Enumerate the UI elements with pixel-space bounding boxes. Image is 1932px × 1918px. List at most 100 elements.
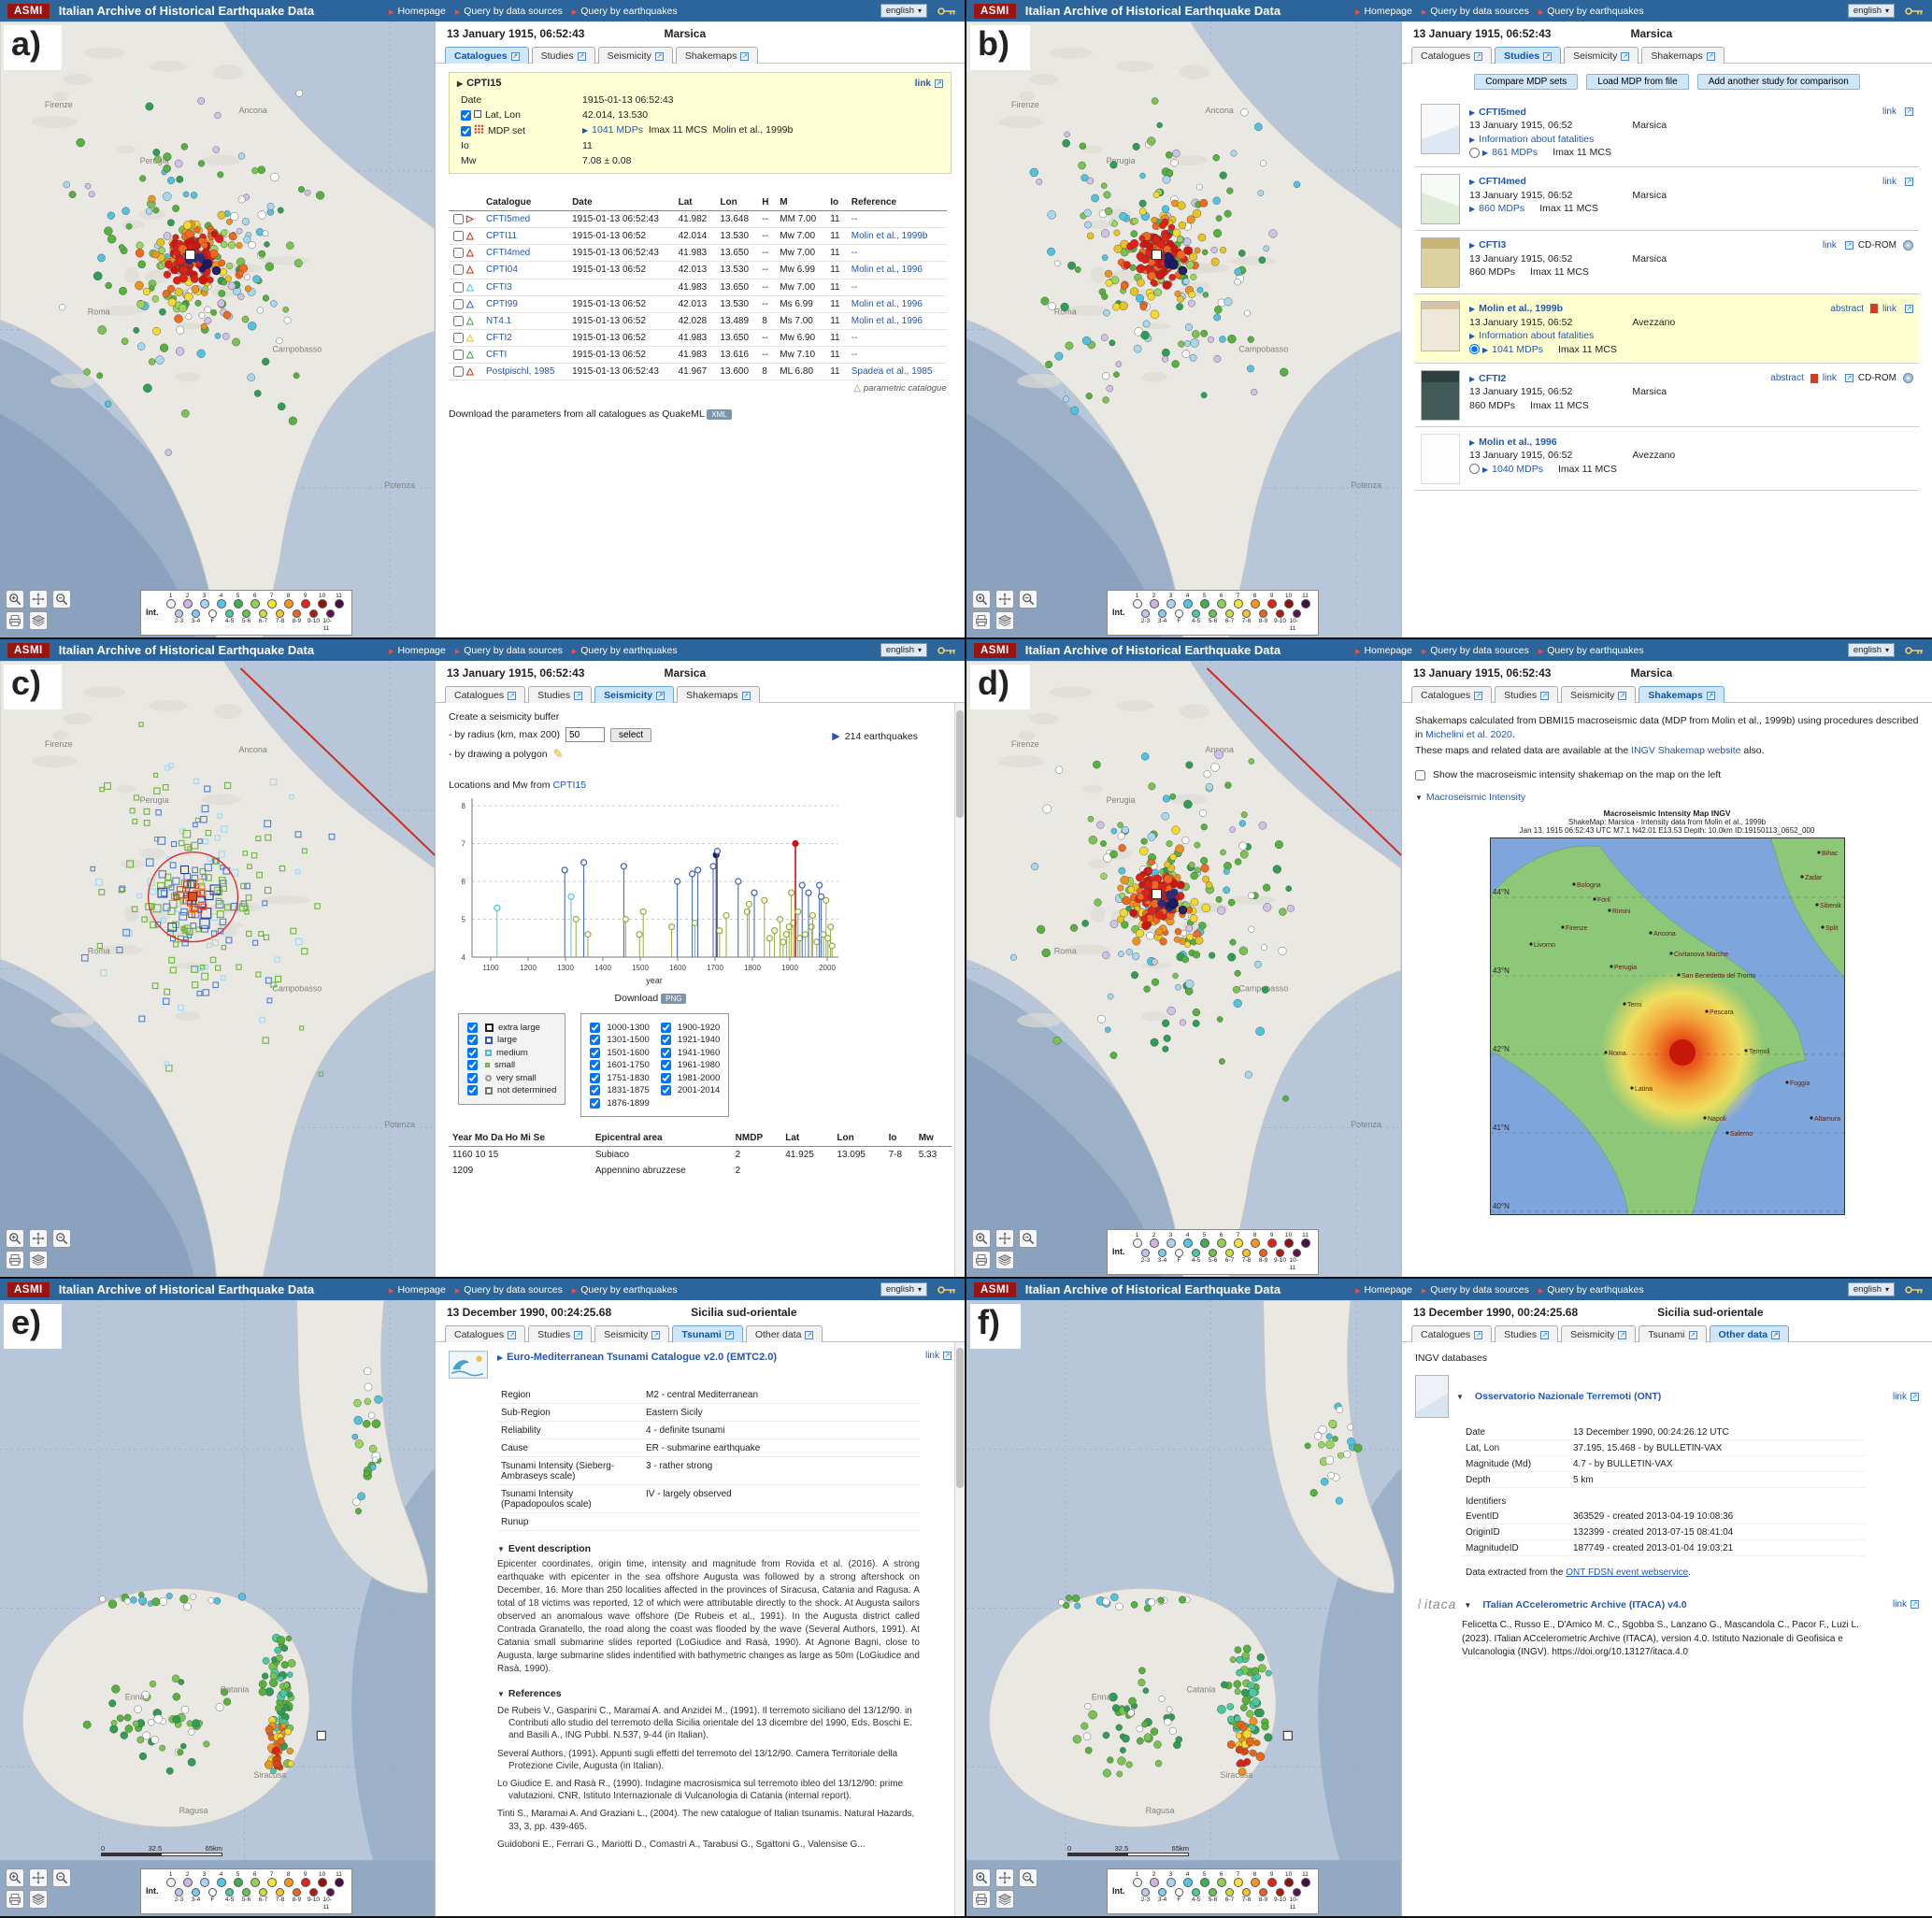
nav-homepage[interactable]: Homepage — [389, 645, 445, 656]
zoom-in-button[interactable] — [6, 1229, 24, 1248]
zoom-out-button[interactable] — [1019, 1229, 1038, 1248]
earthquake-map[interactable]: Firenze Ancona Perugia Roma Campobasso Potenz… — [0, 21, 435, 637]
tab-catalogues[interactable]: Catalogues — [1411, 686, 1493, 703]
earthquake-map[interactable]: Firenze Ancona Perugia Roma Campobasso Potenz… — [966, 21, 1401, 637]
tab-seismicity[interactable]: Seismicity — [594, 686, 675, 703]
print-button[interactable] — [6, 1251, 24, 1269]
map-c[interactable]: Firenze Ancona Perugia Roma Campobasso Potenz… — [0, 661, 436, 1277]
print-button[interactable] — [972, 1890, 991, 1909]
asmi-logo[interactable]: ASMI — [974, 642, 1016, 658]
nav-query-earthquakes[interactable]: Query by earthquakes — [1538, 645, 1643, 656]
print-button[interactable] — [972, 611, 991, 630]
map-d[interactable]: FirenzeAnconaPerugiaRomaCampobassoPotenz… — [966, 661, 1402, 1277]
fatalities-link[interactable]: Information about fatalities — [1479, 330, 1595, 341]
pan-control[interactable] — [29, 1868, 48, 1887]
catalogue-row-checkbox[interactable] — [453, 298, 464, 309]
language-select[interactable]: english — [1847, 643, 1895, 657]
mdp-select-radio[interactable] — [1469, 147, 1480, 158]
compare-mdp-button[interactable]: Compare MDP sets — [1474, 74, 1579, 90]
catalogue-row-checkbox[interactable] — [453, 248, 464, 259]
mdp-toggle[interactable] — [461, 125, 471, 136]
zoom-in-button[interactable] — [972, 590, 991, 608]
layers-button[interactable] — [995, 1890, 1014, 1909]
select-button[interactable]: select — [610, 727, 652, 742]
tab-catalogues[interactable]: Catalogues — [1411, 1325, 1493, 1342]
add-study-button[interactable]: Add another study for comparison — [1696, 74, 1860, 90]
scrollbar[interactable] — [954, 703, 965, 1277]
michelini-link[interactable]: Michelini et al. 2020 — [1425, 728, 1512, 740]
itaca-title-link[interactable]: ITalian ACcelerometric Archive (ITACA) v… — [1482, 1598, 1687, 1610]
tab-studies[interactable]: Studies — [528, 686, 593, 703]
ont-link[interactable]: link — [1893, 1392, 1919, 1402]
key-icon[interactable] — [937, 646, 957, 655]
catalogue-name-link[interactable]: CFTI3 — [481, 279, 568, 296]
year-filter-checkbox[interactable] — [660, 1085, 671, 1095]
year-filter-checkbox[interactable] — [590, 1060, 601, 1070]
seismicity-map[interactable]: Firenze Ancona Perugia Roma Campobasso Potenz… — [0, 661, 435, 1277]
tab-studies[interactable]: Studies — [1495, 686, 1559, 703]
mdp-count-link[interactable]: 860 MDPs — [1479, 203, 1525, 214]
expand-icon[interactable] — [457, 78, 466, 89]
tab-shakemaps[interactable]: Shakemaps — [1639, 686, 1724, 703]
catalogue-name-link[interactable]: CPTI99 — [481, 295, 568, 313]
year-filter-checkbox[interactable] — [590, 1022, 601, 1033]
year-filter-checkbox[interactable] — [660, 1060, 671, 1070]
earthquake-map[interactable]: Enna Catania Siracusa Ragusa — [966, 1300, 1401, 1916]
study-name-link[interactable]: CFTI4med — [1479, 176, 1526, 187]
study-name-link[interactable]: CFTI2 — [1479, 372, 1507, 384]
catalogue-name-link[interactable]: CPTI11 — [481, 227, 568, 246]
key-icon[interactable] — [1904, 1285, 1925, 1295]
scrollbar-thumb[interactable] — [956, 1348, 964, 1488]
language-select[interactable]: english — [880, 4, 927, 18]
catalogue-row-checkbox[interactable] — [453, 231, 464, 242]
zoom-out-button[interactable] — [52, 590, 71, 608]
tab-seismicity[interactable]: Seismicity — [1561, 686, 1637, 703]
tab-shakemaps[interactable]: Shakemaps — [675, 47, 759, 64]
study-name-link[interactable]: Molin et al., 1999b — [1479, 303, 1564, 314]
print-button[interactable] — [6, 1890, 24, 1909]
tab-seismicity[interactable]: Seismicity — [1564, 47, 1639, 64]
map-f[interactable]: Enna Catania Siracusa Ragusa f) 0 32.5 65km I… — [966, 1300, 1402, 1916]
reference-link[interactable]: Spadea et al., 1985 — [846, 363, 947, 381]
zoom-out-button[interactable] — [1019, 590, 1038, 608]
study-link[interactable]: link — [1882, 107, 1896, 117]
mdp-count-link[interactable]: 1041 MDPs — [592, 124, 644, 136]
nav-query-earthquakes[interactable]: Query by earthquakes — [572, 6, 677, 17]
study-link[interactable]: link — [1822, 239, 1837, 250]
zoom-out-button[interactable] — [1019, 1868, 1038, 1887]
zoom-in-button[interactable] — [6, 590, 24, 608]
nav-homepage[interactable]: Homepage — [1355, 645, 1411, 656]
earthquake-row[interactable]: 1160 10 15 Subiaco 2 41.925 13.095 7-8 5.33 — [452, 1150, 937, 1160]
cpti15-link[interactable]: link — [915, 79, 943, 89]
year-filter-checkbox[interactable] — [590, 1097, 601, 1109]
tab-tsunami[interactable]: Tsunami — [1639, 1325, 1707, 1342]
itaca-link[interactable]: link — [1893, 1599, 1919, 1610]
pan-control[interactable] — [995, 590, 1014, 608]
layers-button[interactable] — [29, 611, 48, 630]
language-select[interactable]: english — [880, 1282, 927, 1296]
nav-homepage[interactable]: Homepage — [389, 6, 445, 17]
fdsn-webservice-link[interactable]: ONT FDSN event webservice — [1566, 1567, 1689, 1578]
layers-button[interactable] — [29, 1251, 48, 1269]
study-name-link[interactable]: CFTI5med — [1479, 106, 1526, 118]
nav-query-data-sources[interactable]: Query by data sources — [455, 645, 563, 656]
catalogue-row-checkbox[interactable] — [453, 350, 464, 361]
emtc-link[interactable]: link — [925, 1351, 952, 1361]
study-thumbnail[interactable] — [1421, 236, 1460, 288]
map-e[interactable]: Enna Catania Siracusa Ragusa e) 0 32.5 65km I… — [0, 1300, 436, 1916]
tab-shakemaps[interactable]: Shakemaps — [1641, 47, 1724, 64]
ont-title-link[interactable]: Osservatorio Nazionale Terremoti (ONT) — [1474, 1391, 1662, 1402]
emtc-title-link[interactable]: Euro-Mediterranean Tsunami Catalogue v2.… — [507, 1352, 778, 1363]
year-filter-checkbox[interactable] — [660, 1035, 671, 1045]
reference-link[interactable]: -- — [846, 210, 947, 229]
zoom-in-button[interactable] — [972, 1868, 991, 1887]
zoom-in-button[interactable] — [6, 1868, 24, 1887]
print-button[interactable] — [6, 611, 24, 630]
year-filter-checkbox[interactable] — [590, 1047, 601, 1058]
pan-control[interactable] — [995, 1229, 1014, 1248]
show-shakemap-checkbox[interactable] — [1415, 769, 1425, 780]
study-name-link[interactable]: CFTI3 — [1479, 239, 1507, 250]
size-filter-checkbox[interactable] — [467, 1060, 478, 1070]
language-select[interactable]: english — [1847, 1282, 1895, 1296]
catalogue-name-link[interactable]: CFTI2 — [481, 329, 568, 348]
